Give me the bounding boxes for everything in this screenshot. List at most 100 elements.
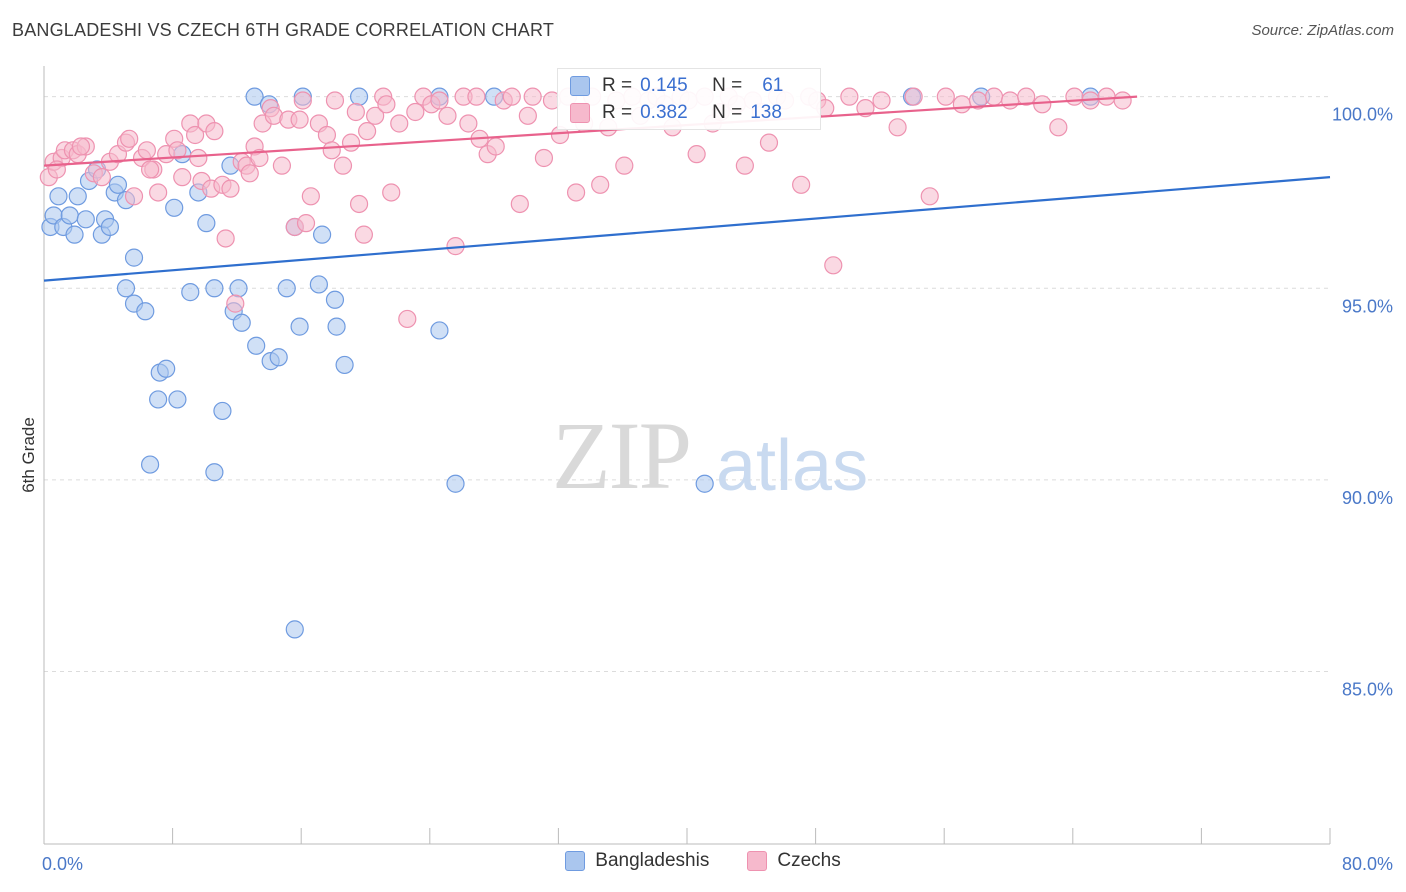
bangladeshi-point [430, 321, 449, 340]
y-axis-label: 6th Grade [19, 417, 38, 493]
x-tick-label: 80.0% [1342, 854, 1393, 874]
bangladeshi-point [124, 248, 144, 267]
czech-point [936, 87, 955, 106]
czech-point [1017, 87, 1036, 106]
czech-point [92, 168, 111, 187]
czech-point [735, 156, 754, 175]
czech-point [290, 110, 309, 129]
czech-point [120, 129, 139, 148]
bangladeshi-point [68, 187, 87, 206]
y-tick-label: 85.0% [1342, 680, 1393, 700]
bangladeshis-swatch-icon [565, 851, 586, 871]
czech-point [346, 102, 365, 122]
czech-point [168, 141, 187, 160]
czech-point [366, 106, 385, 125]
chart-title: BANGLADESHI VS CZECH 6TH GRADE CORRELATI… [12, 20, 555, 40]
legend-label-bangladeshis: Bangladeshis [595, 850, 710, 871]
czech-point [438, 106, 457, 125]
czech-point [430, 91, 449, 110]
czech-point [1049, 118, 1068, 137]
bangladeshi-point [100, 217, 120, 237]
czech-point [840, 87, 859, 106]
czech-point [1033, 95, 1052, 114]
czech-point [1113, 91, 1132, 110]
czech-point [333, 156, 353, 175]
czech-point [904, 87, 923, 106]
czech-point [137, 141, 156, 160]
axes [43, 66, 1331, 845]
bangladeshi-point [136, 302, 155, 321]
bangladeshi-point [247, 336, 266, 355]
czech-point [349, 194, 369, 214]
bangladeshi-point [446, 474, 465, 493]
bangladeshi-point [309, 275, 328, 294]
czech-point [406, 102, 425, 122]
czech-point [984, 87, 1004, 106]
bangladeshi-point [76, 210, 95, 229]
bangladeshi-point [229, 279, 248, 298]
bangladeshi-point [140, 455, 160, 474]
bangladeshi-point [245, 87, 264, 106]
stats-row-bangladeshis: R = 0.145 N = 61 [570, 73, 783, 99]
r-label: R = [602, 75, 633, 96]
bangladeshi-point [157, 359, 176, 378]
czech-point [792, 175, 811, 194]
czech-point [486, 137, 505, 156]
legend: Bangladeshis Czechs [0, 850, 1406, 872]
czech-point [301, 187, 320, 206]
czech-point [221, 179, 240, 198]
bangladeshi-point [205, 279, 224, 298]
bangladeshis-swatch-icon [570, 76, 590, 96]
y-tick-label: 95.0% [1342, 296, 1393, 316]
r-label: R = [602, 102, 633, 123]
bangladeshi-point [197, 214, 216, 233]
czech-point [1065, 87, 1084, 106]
bangladeshi-point [695, 474, 714, 493]
bangladeshi-point [285, 620, 304, 639]
bangladeshi-point [325, 290, 345, 309]
bangladeshi-point [149, 390, 168, 409]
bangladeshi-point [65, 225, 84, 244]
n-value: 61 [762, 75, 784, 96]
czech-point [459, 114, 478, 133]
bangladeshi-point [181, 283, 200, 302]
bangladeshi-point [277, 279, 296, 298]
bangladeshi-point [165, 198, 184, 217]
czech-point [759, 133, 779, 152]
czech-point [502, 87, 521, 106]
czech-point [322, 141, 341, 160]
czech-point [382, 183, 401, 202]
bangladeshi-point [269, 348, 288, 367]
czech-point [325, 91, 345, 110]
bangladeshi-point [335, 355, 354, 375]
trend-line-bangladeshis [43, 176, 1331, 282]
bangladeshi-point [213, 401, 232, 421]
trend-lines [43, 95, 1331, 282]
czech-point [205, 122, 224, 141]
legend-item-bangladeshis[interactable]: Bangladeshis [565, 850, 709, 872]
czech-point [377, 95, 396, 114]
czech-point [824, 256, 843, 275]
source-label: Source: ZipAtlas.com [1251, 22, 1394, 39]
czech-point [296, 214, 316, 233]
bangladeshi-point [312, 225, 332, 244]
legend-item-czechs[interactable]: Czechs [747, 850, 841, 872]
czech-point [856, 99, 875, 118]
r-value: 0.382 [640, 102, 688, 123]
stats-row-czechs: R = 0.382 N = 138 [570, 100, 782, 126]
czech-point [534, 148, 554, 168]
bangladeshis-points [41, 87, 1100, 639]
czech-point [354, 225, 373, 244]
czech-point [920, 187, 939, 206]
czech-point [317, 125, 337, 145]
czech-point [149, 183, 168, 202]
czech-point [71, 137, 91, 156]
n-label: N = [712, 75, 743, 96]
czech-point [952, 95, 971, 114]
czech-point [591, 175, 610, 194]
y-tick-label: 100.0% [1332, 105, 1393, 125]
watermark-atlas: atlas [716, 426, 869, 506]
bangladeshi-point [49, 187, 68, 206]
czech-point [888, 118, 907, 137]
